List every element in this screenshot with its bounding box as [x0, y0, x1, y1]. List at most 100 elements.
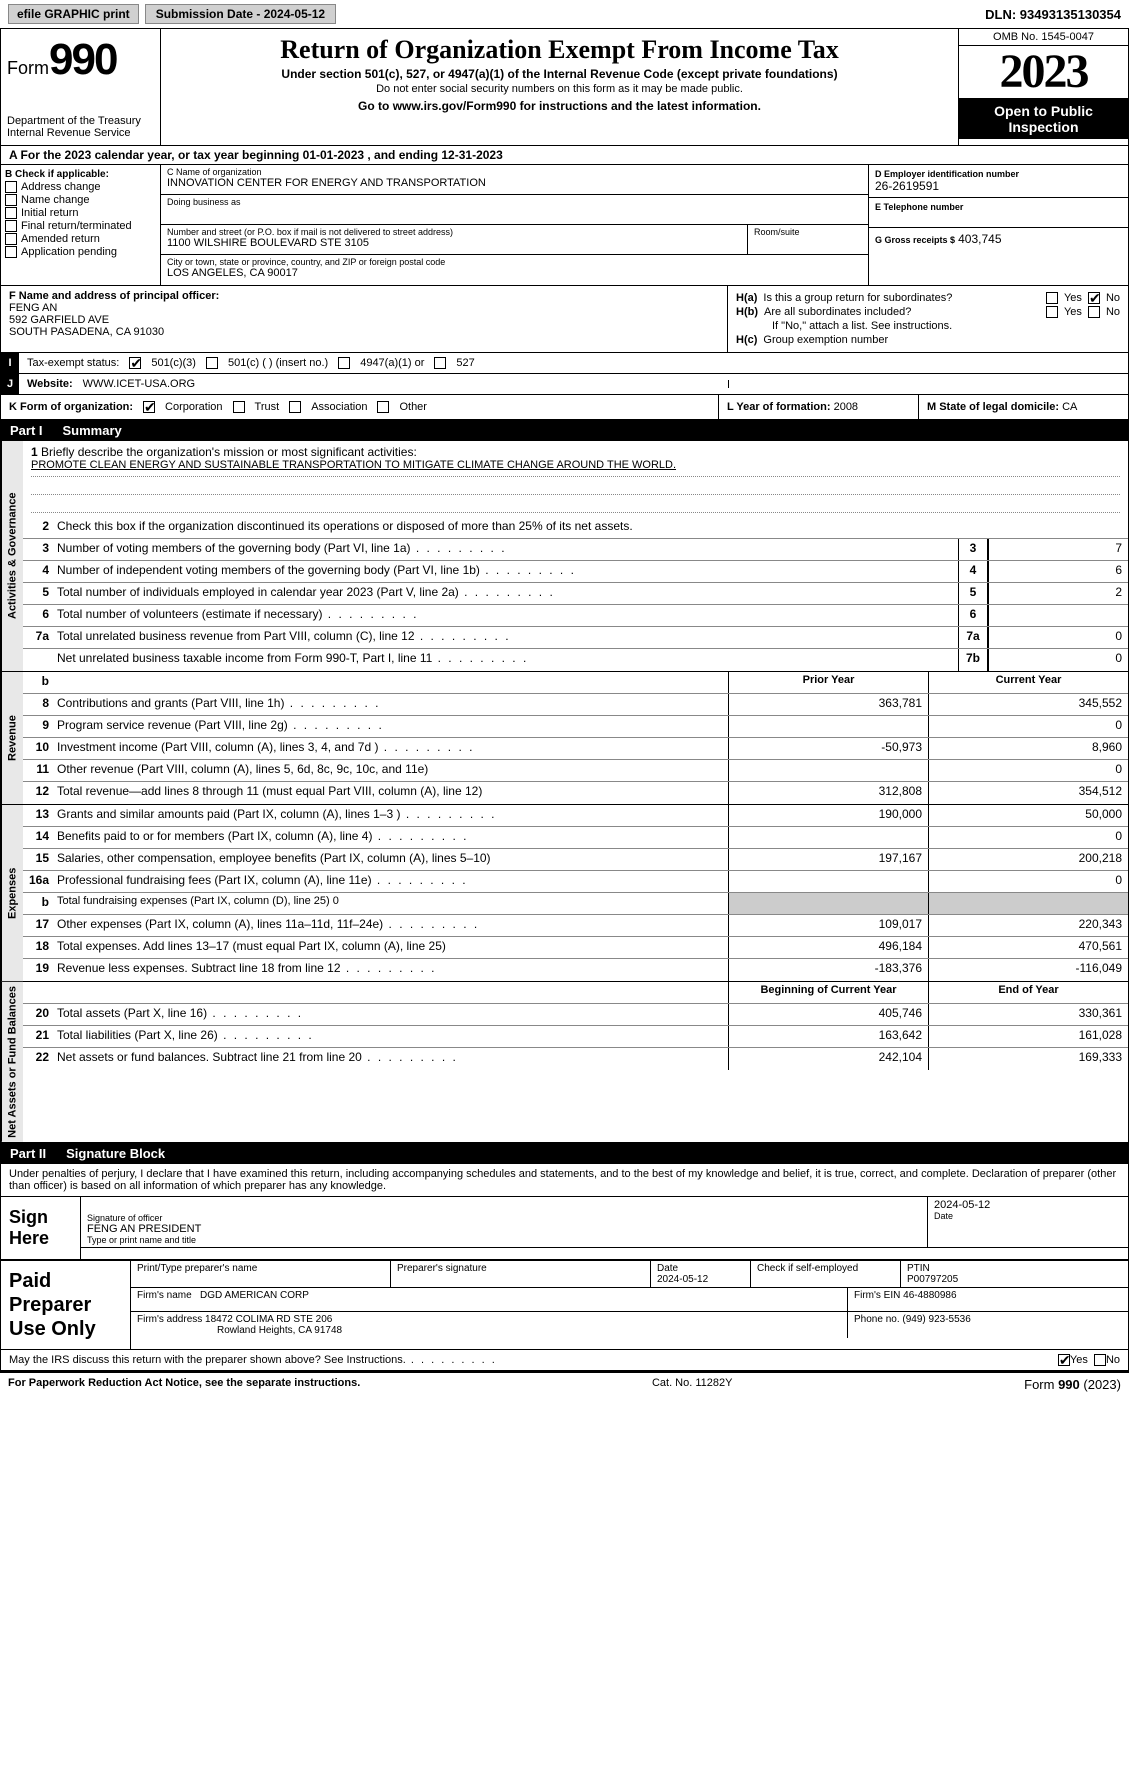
line18-current: 470,561 [928, 937, 1128, 958]
opt-corp: Corporation [165, 401, 222, 413]
sign-here-label: Sign Here [1, 1197, 81, 1259]
line19-prior: -183,376 [728, 959, 928, 981]
discuss-text: May the IRS discuss this return with the… [9, 1354, 497, 1366]
domicile-state: CA [1062, 401, 1077, 413]
firm-phone: (949) 923-5536 [902, 1314, 970, 1325]
signature-section: Under penalties of perjury, I declare th… [0, 1164, 1129, 1371]
line9-desc: Program service revenue (Part VIII, line… [53, 716, 728, 737]
opt-4947: 4947(a)(1) or [360, 357, 424, 369]
self-emp-label: Check if self-employed [757, 1263, 858, 1274]
hc-label: Group exemption number [763, 334, 888, 346]
line18-prior: 496,184 [728, 937, 928, 958]
part-ii-header: Part II Signature Block [0, 1143, 1129, 1164]
efile-button[interactable]: efile GRAPHIC print [8, 4, 139, 24]
line21-desc: Total liabilities (Part X, line 26) [53, 1026, 728, 1047]
net-assets-tab: Net Assets or Fund Balances [1, 982, 23, 1142]
sig-date-label: Date [934, 1211, 1122, 1221]
tax-year: 2023 [959, 46, 1128, 99]
phone-label: E Telephone number [875, 202, 1122, 212]
hb-label: Are all subordinates included? [764, 306, 1040, 318]
line13-desc: Grants and similar amounts paid (Part IX… [53, 805, 728, 826]
prep-date: 2024-05-12 [657, 1274, 708, 1285]
line6-desc: Total number of volunteers (estimate if … [53, 605, 958, 626]
opt-501c3: 501(c)(3) [151, 357, 196, 369]
line20-end: 330,361 [928, 1004, 1128, 1025]
dba-label: Doing business as [167, 197, 862, 207]
amended-return-checkbox[interactable] [5, 233, 17, 245]
ssn-note: Do not enter social security numbers on … [167, 83, 952, 95]
current-year-header: Current Year [928, 672, 1128, 693]
prep-name-label: Print/Type preparer's name [137, 1263, 257, 1274]
opt-other: Other [399, 401, 427, 413]
room-label: Room/suite [754, 227, 862, 237]
hb-yes-checkbox[interactable] [1046, 306, 1058, 318]
501c-checkbox[interactable] [206, 357, 218, 369]
part-ii-title: Signature Block [66, 1146, 165, 1161]
perjury-declaration: Under penalties of perjury, I declare th… [1, 1164, 1128, 1196]
f-h-row: F Name and address of principal officer:… [0, 286, 1129, 353]
4947-checkbox[interactable] [338, 357, 350, 369]
line2-desc: Check this box if the organization disco… [53, 517, 1128, 538]
line4-val: 6 [988, 561, 1128, 582]
line14-prior [728, 827, 928, 848]
line6-val [988, 605, 1128, 626]
ha-yes-checkbox[interactable] [1046, 292, 1058, 304]
501c3-checkbox[interactable] [129, 357, 141, 369]
expenses-section: Expenses 13Grants and similar amounts pa… [0, 805, 1129, 982]
line15-prior: 197,167 [728, 849, 928, 870]
footer-form-a: Form [1024, 1377, 1058, 1392]
line22-begin: 242,104 [728, 1048, 928, 1070]
b-item: Name change [21, 194, 90, 206]
line8-prior: 363,781 [728, 694, 928, 715]
association-checkbox[interactable] [289, 401, 301, 413]
cat-number: Cat. No. 11282Y [652, 1377, 733, 1392]
line11-prior [728, 760, 928, 781]
mission-text: PROMOTE CLEAN ENERGY AND SUSTAINABLE TRA… [31, 459, 1120, 477]
line15-current: 200,218 [928, 849, 1128, 870]
ptin-value: P00797205 [907, 1274, 958, 1285]
org-name: INNOVATION CENTER FOR ENERGY AND TRANSPO… [167, 177, 862, 189]
line9-prior [728, 716, 928, 737]
line5-desc: Total number of individuals employed in … [53, 583, 958, 604]
k-l-m-row: K Form of organization: Corporation Trus… [0, 395, 1129, 420]
trust-checkbox[interactable] [233, 401, 245, 413]
revenue-section: Revenue bPrior YearCurrent Year 8Contrib… [0, 672, 1129, 805]
application-pending-checkbox[interactable] [5, 246, 17, 258]
ptin-label: PTIN [907, 1263, 930, 1274]
527-checkbox[interactable] [434, 357, 446, 369]
firm-ein: 46-4880986 [903, 1290, 956, 1301]
line20-desc: Total assets (Part X, line 16) [53, 1004, 728, 1025]
line12-prior: 312,808 [728, 782, 928, 804]
i-tab: I [1, 353, 19, 373]
org-name-label: C Name of organization [167, 167, 862, 177]
firm-addr2: Rowland Heights, CA 91748 [137, 1325, 342, 1336]
final-return-checkbox[interactable] [5, 220, 17, 232]
instructions-link[interactable]: Go to www.irs.gov/Form990 for instructio… [167, 99, 952, 113]
line10-current: 8,960 [928, 738, 1128, 759]
discuss-no-checkbox[interactable] [1094, 1354, 1106, 1366]
hb-no-checkbox[interactable] [1088, 306, 1100, 318]
ha-no-checkbox[interactable] [1088, 292, 1100, 304]
line3-val: 7 [988, 539, 1128, 560]
corporation-checkbox[interactable] [143, 401, 155, 413]
discuss-row: May the IRS discuss this return with the… [1, 1349, 1128, 1370]
form-subtitle: Under section 501(c), 527, or 4947(a)(1)… [167, 67, 952, 81]
city-label: City or town, state or province, country… [167, 257, 862, 267]
name-change-checkbox[interactable] [5, 194, 17, 206]
officer-name: FENG AN [9, 302, 719, 314]
tax-exempt-row: I Tax-exempt status: 501(c)(3) 501(c) ( … [0, 353, 1129, 374]
initial-return-checkbox[interactable] [5, 207, 17, 219]
line11-desc: Other revenue (Part VIII, column (A), li… [53, 760, 728, 781]
website-row: J Website: WWW.ICET-USA.ORG [0, 374, 1129, 395]
line5-val: 2 [988, 583, 1128, 604]
other-checkbox[interactable] [377, 401, 389, 413]
address-change-checkbox[interactable] [5, 181, 17, 193]
part-i-title: Summary [63, 423, 122, 438]
line7a-val: 0 [988, 627, 1128, 648]
net-assets-section: Net Assets or Fund Balances Beginning of… [0, 982, 1129, 1143]
opt-assoc: Association [311, 401, 367, 413]
info-block: B Check if applicable: Address change Na… [0, 165, 1129, 286]
discuss-yes-checkbox[interactable] [1058, 1354, 1070, 1366]
line7b-val: 0 [988, 649, 1128, 671]
ha-label: Is this a group return for subordinates? [763, 292, 1040, 304]
